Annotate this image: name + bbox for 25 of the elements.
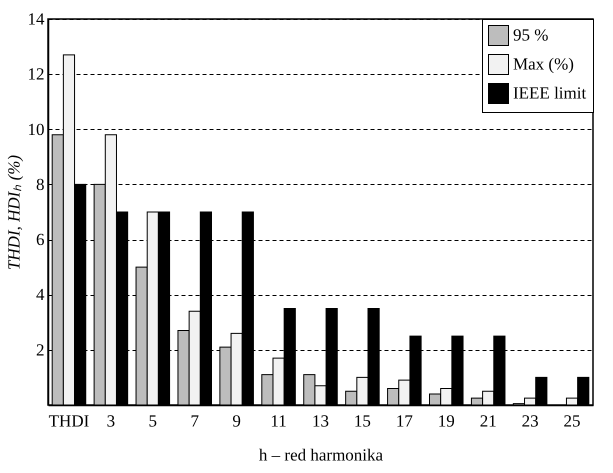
y-tick-label: 10: [28, 120, 44, 139]
x-tick-label: 7: [190, 412, 200, 430]
x-tick-label: 21: [480, 412, 497, 430]
y-tick-label: 8: [36, 174, 44, 194]
x-tick-label: 11: [270, 412, 287, 430]
x-tick-label: 17: [396, 412, 414, 430]
legend-label: Max (%): [513, 54, 574, 74]
y-tick-label: 14: [28, 10, 45, 28]
x-axis-title: h – red harmonika: [258, 446, 384, 464]
legend-label: 95 %: [513, 26, 548, 44]
y-tick-label: 4: [36, 285, 45, 304]
legend-label: IEEE limit: [513, 84, 586, 102]
y-tick-label: 2: [36, 340, 44, 360]
x-tick-label: THDI: [48, 412, 90, 430]
x-tick-label: 5: [148, 412, 158, 430]
y-tick-label: 12: [28, 64, 44, 84]
y-axis-title: THDI, HDIₕ (%): [4, 154, 24, 270]
x-tick-label: 9: [232, 412, 241, 430]
y-tick-label: 6: [36, 230, 44, 250]
x-tick-label: 23: [522, 412, 539, 430]
x-tick-label: 13: [312, 412, 329, 430]
x-tick-label: 19: [438, 412, 455, 430]
x-tick-label: 3: [106, 412, 116, 430]
x-tick-label: 15: [354, 412, 371, 430]
x-tick-label: 25: [564, 412, 581, 430]
